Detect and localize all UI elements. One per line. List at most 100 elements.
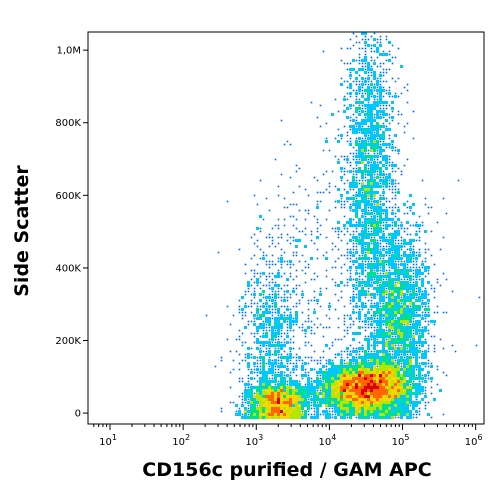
scatter-point-973 xyxy=(376,233,379,236)
scatter-point-3091 xyxy=(307,392,310,395)
scatter-point-2037 xyxy=(268,326,271,329)
scatter-point-1063 xyxy=(406,242,409,245)
scatter-point-2693 xyxy=(325,371,328,374)
scatter-point-1225 xyxy=(349,260,352,263)
scatter-point-3491 xyxy=(238,413,241,416)
scatter-point-1166 xyxy=(373,254,376,257)
scatter-point-1609 xyxy=(355,293,358,296)
scatter-point-695 xyxy=(349,197,352,200)
scatter-point-906 xyxy=(295,227,298,230)
scatter-point-1025 xyxy=(376,239,379,242)
scatter-point-2841 xyxy=(268,380,271,383)
scatter-point-1319 xyxy=(301,269,304,272)
scatter-point-3132 xyxy=(238,395,241,398)
scatter-point-2653 xyxy=(367,368,370,371)
scatter-point-1198 xyxy=(367,257,370,260)
scatter-point-3351 xyxy=(352,404,355,407)
scatter-point-2 xyxy=(364,32,367,35)
scatter-point-498 xyxy=(373,161,376,164)
scatter-point-1161 xyxy=(349,254,352,257)
scatter-point-1999 xyxy=(274,323,277,326)
scatter-point-1676 xyxy=(265,299,268,302)
scatter-point-866 xyxy=(391,221,394,224)
scatter-point-3571 xyxy=(292,416,295,419)
scatter-point-242 xyxy=(349,107,352,110)
scatter-point-2581 xyxy=(295,365,298,368)
scatter-point-2788 xyxy=(271,377,274,380)
scatter-point-3584 xyxy=(343,416,346,419)
scatter-point-128 xyxy=(358,80,361,83)
scatter-point-95 xyxy=(385,68,388,71)
scatter-point-1789 xyxy=(241,308,244,311)
scatter-point-1875 xyxy=(277,314,280,317)
scatter-point-1936 xyxy=(382,317,385,320)
scatter-point-1798 xyxy=(289,308,292,311)
scatter-point-3358 xyxy=(373,404,376,407)
scatter-point-2092 xyxy=(343,329,346,332)
scatter-point-3421 xyxy=(388,407,391,410)
scatter-point-888 xyxy=(376,224,379,227)
scatter-point-196 xyxy=(373,95,376,98)
scatter-point-820 xyxy=(355,215,358,218)
scatter-point-308 xyxy=(358,122,361,125)
scatter-point-630 xyxy=(364,185,367,188)
scatter-point-3304 xyxy=(394,401,397,404)
scatter-point-1827 xyxy=(244,311,247,314)
scatter-point-2444 xyxy=(364,356,367,359)
scatter-point-3151 xyxy=(295,395,298,398)
scatter-point-2512 xyxy=(427,359,430,362)
scatter-point-1474 xyxy=(400,281,403,284)
scatter-point-1602 xyxy=(283,293,286,296)
scatter-point-85 xyxy=(400,65,403,68)
scatter-point-2244 xyxy=(382,341,385,344)
scatter-point-2189 xyxy=(238,338,241,341)
scatter-point-1331 xyxy=(385,269,388,272)
scatter-point-3149 xyxy=(289,395,292,398)
scatter-point-1296 xyxy=(367,266,370,269)
scatter-point-570 xyxy=(289,176,292,179)
scatter-point-459 xyxy=(346,155,349,158)
scatter-point-743 xyxy=(367,203,370,206)
scatter-point-1279 xyxy=(412,263,415,266)
scatter-point-1523 xyxy=(253,287,256,290)
scatter-point-3285 xyxy=(337,401,340,404)
scatter-point-964 xyxy=(343,233,346,236)
scatter-point-1117 xyxy=(418,248,421,251)
scatter-point-1634 xyxy=(253,296,256,299)
scatter-point-1831 xyxy=(265,311,268,314)
scatter-point-1345 xyxy=(253,272,256,275)
scatter-point-1439 xyxy=(403,278,406,281)
scatter-point-1375 xyxy=(412,272,415,275)
scatter-point-15 xyxy=(379,38,382,41)
scatter-point-227 xyxy=(343,104,346,107)
scatter-point-3279 xyxy=(319,401,322,404)
scatter-point-1134 xyxy=(370,251,373,254)
scatter-point-3281 xyxy=(325,401,328,404)
scatter-point-2607 xyxy=(397,365,400,368)
scatter-point-2819 xyxy=(385,377,388,380)
scatter-point-2217 xyxy=(418,338,421,341)
scatter-point-268 xyxy=(331,113,334,116)
scatter-point-2764 xyxy=(388,374,391,377)
scatter-point-1099 xyxy=(355,248,358,251)
scatter-point-2797 xyxy=(319,377,322,380)
scatter-point-1195 xyxy=(358,257,361,260)
scatter-point-1271 xyxy=(385,263,388,266)
scatter-point-2675 xyxy=(253,371,256,374)
scatter-point-1951 xyxy=(253,320,256,323)
scatter-point-1217 xyxy=(277,260,280,263)
scatter-point-826 xyxy=(379,215,382,218)
scatter-point-1420 xyxy=(331,278,334,281)
scatter-point-1050 xyxy=(364,242,367,245)
scatter-point-1949 xyxy=(247,320,250,323)
scatter-point-3217 xyxy=(319,398,322,401)
scatter-point-893 xyxy=(391,224,394,227)
scatter-point-2457 xyxy=(403,356,406,359)
scatter-point-127 xyxy=(355,80,358,83)
scatter-point-3460 xyxy=(328,410,331,413)
scatter-point-1434 xyxy=(388,278,391,281)
scatter-point-2249 xyxy=(397,341,400,344)
scatter-point-2319 xyxy=(394,347,397,350)
scatter-point-417 xyxy=(391,143,394,146)
scatter-point-835 xyxy=(316,218,319,221)
